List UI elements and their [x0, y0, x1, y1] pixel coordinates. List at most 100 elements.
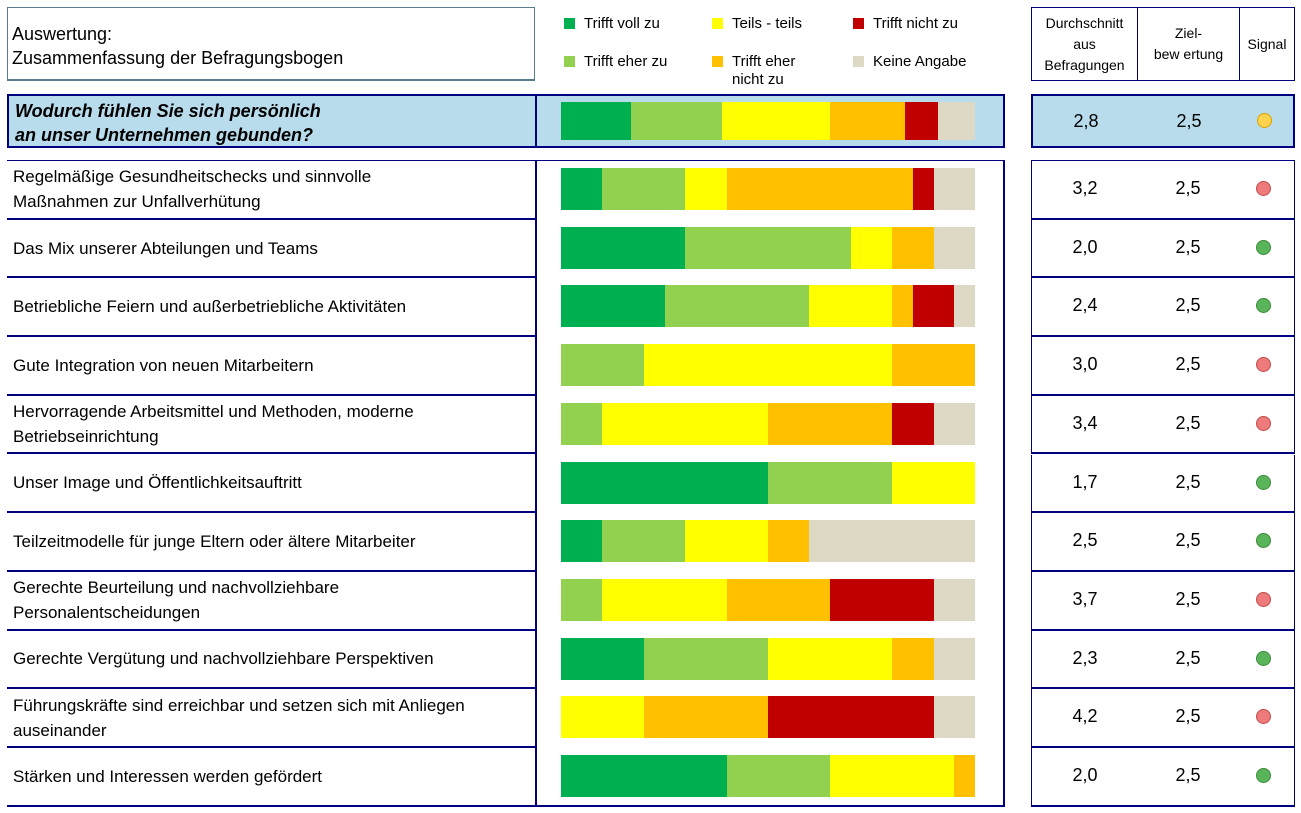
- statement-stats: 1,7 2,5: [1031, 454, 1295, 514]
- statement-stats: 2,3 2,5: [1031, 630, 1295, 690]
- bar-segment: [561, 755, 728, 797]
- statement-text: Gute Integration von neuen Mitarbeitern: [13, 355, 314, 375]
- bar-segment: [933, 578, 976, 621]
- bar-segment: [643, 637, 769, 680]
- bar-segment: [933, 696, 976, 739]
- table-top-border: [7, 160, 535, 161]
- statement-stats: 2,4 2,5: [1031, 278, 1295, 338]
- bar-segment: [954, 755, 976, 797]
- statement-target: 2,5: [1175, 471, 1201, 492]
- statement-text: Hervorragende Arbeitsmittel und Methoden…: [13, 402, 414, 447]
- bar-segment: [561, 402, 603, 445]
- bar-segment: [722, 102, 831, 140]
- statement-target: 2,5: [1175, 412, 1201, 433]
- statement-text: Betriebliche Feiern und außerbetrieblich…: [13, 297, 407, 317]
- bar-segment: [933, 402, 976, 445]
- statement-target: 2,5: [1175, 765, 1201, 785]
- statement-row-label: Gerechte Vergütung und nachvollziehbare …: [7, 631, 535, 690]
- bar-segment: [561, 696, 645, 739]
- statement-target: 2,5: [1175, 236, 1201, 257]
- statement-avg: 3,2: [1072, 178, 1098, 198]
- statement-text: Gerechte Beurteilung und nachvollziehbar…: [13, 578, 340, 623]
- bar-segment: [912, 168, 935, 210]
- legend-label: Trifft nicht zu: [873, 15, 959, 32]
- statement-target: 2,5: [1175, 588, 1201, 609]
- legend-label: Keine Angabe: [873, 53, 967, 70]
- statement-row-label: Teilzeitmodelle für junge Eltern oder äl…: [7, 513, 535, 572]
- statement-row-label: Hervorragende Arbeitsmittel und Methoden…: [7, 396, 535, 455]
- statement-row-label: Gerechte Beurteilung und nachvollziehbar…: [7, 572, 535, 631]
- statement-stats: 3,2 2,5: [1031, 161, 1295, 220]
- legend-swatch: [564, 56, 575, 67]
- legend-swatch: [853, 56, 864, 67]
- statement-row-label: Unser Image und Öffentlichkeitsauftritt: [7, 455, 535, 514]
- legend-swatch: [712, 18, 723, 29]
- signal-indicator: [1256, 650, 1271, 666]
- bar-segment: [892, 461, 976, 504]
- question-heading-line2: an unser Unternehmen gebunden?: [15, 125, 314, 145]
- signal-indicator: [1256, 415, 1271, 431]
- bar-segment: [685, 226, 852, 269]
- bar-segment: [768, 402, 893, 445]
- stats-top-border: [1031, 160, 1295, 161]
- signal-indicator: [1256, 768, 1271, 783]
- bar-segment: [768, 637, 893, 680]
- statement-text: Stärken und Interessen werden gefördert: [13, 766, 323, 786]
- statement-stats: 3,4 2,5: [1031, 395, 1295, 455]
- bar-segment: [850, 226, 893, 269]
- statement-text: Das Mix unserer Abteilungen und Teams: [13, 238, 318, 258]
- signal-indicator: [1256, 181, 1271, 196]
- signal-column-header: Signal: [1239, 7, 1295, 81]
- statement-text: Regelmäßige Gesundheitschecks und sinnvo…: [13, 167, 372, 212]
- signal-indicator: [1256, 357, 1271, 373]
- bar-segment: [561, 637, 645, 680]
- bar-segment: [561, 102, 632, 140]
- bar-segment: [561, 168, 603, 210]
- statement-text: Unser Image und Öffentlichkeitsauftritt: [13, 473, 302, 493]
- statement-text: Teilzeitmodelle für junge Eltern oder äl…: [13, 532, 416, 552]
- bar-segment: [664, 285, 810, 328]
- statement-row-label: Betriebliche Feiern und außerbetrieblich…: [7, 278, 535, 338]
- bar-segment: [933, 226, 976, 269]
- statement-avg: 3,7: [1072, 588, 1098, 609]
- bar-segment: [561, 520, 603, 563]
- bar-segment: [726, 755, 831, 797]
- statement-stats: 2,0 2,5: [1031, 748, 1295, 807]
- bar-segment: [561, 578, 603, 621]
- statement-avg: 2,5: [1072, 530, 1098, 551]
- bar-segment: [892, 285, 914, 328]
- bar-segment: [561, 226, 686, 269]
- bar-segment: [602, 402, 769, 445]
- signal-indicator: [1256, 591, 1271, 607]
- bar-segment: [830, 755, 955, 797]
- legend-swatch: [564, 18, 575, 29]
- bar-segment: [602, 520, 686, 563]
- statement-target: 2,5: [1175, 354, 1201, 375]
- legend-label: Trifft voll zu: [584, 15, 660, 32]
- statement-avg: 2,3: [1072, 647, 1098, 668]
- statement-avg: 2,0: [1072, 765, 1098, 785]
- question-stats: 2,8 2,5: [1031, 94, 1295, 148]
- bar-segment: [954, 285, 976, 328]
- target-column-header: Ziel- bew ertung: [1137, 7, 1239, 81]
- bar-segment: [726, 168, 914, 210]
- question-heading-line1: Wodurch fühlen Sie sich persönlich: [15, 101, 321, 121]
- report-title: Auswertung: Zusammenfassung der Befragun…: [7, 7, 535, 81]
- statement-target: 2,5: [1175, 706, 1201, 727]
- bar-segment: [904, 102, 939, 140]
- statement-avg: 3,4: [1072, 412, 1098, 433]
- bar-segment: [768, 520, 810, 563]
- statement-target: 2,5: [1175, 530, 1201, 551]
- bar-segment: [561, 344, 645, 387]
- bar-segment: [561, 461, 769, 504]
- statement-target: 2,5: [1175, 178, 1201, 198]
- signal-column-header-label: Signal: [1247, 35, 1287, 52]
- bar-segment: [602, 578, 728, 621]
- statement-row-label: Regelmäßige Gesundheitschecks und sinnvo…: [7, 161, 535, 220]
- legend-swatch: [853, 18, 864, 29]
- statement-stats: 3,0 2,5: [1031, 337, 1295, 396]
- statement-row-label: Stärken und Interessen werden gefördert: [7, 748, 535, 807]
- bar-segment: [561, 285, 665, 328]
- report-title-line2: Zusammenfassung der Befragungsbogen: [12, 48, 344, 68]
- bar-segment: [892, 402, 935, 445]
